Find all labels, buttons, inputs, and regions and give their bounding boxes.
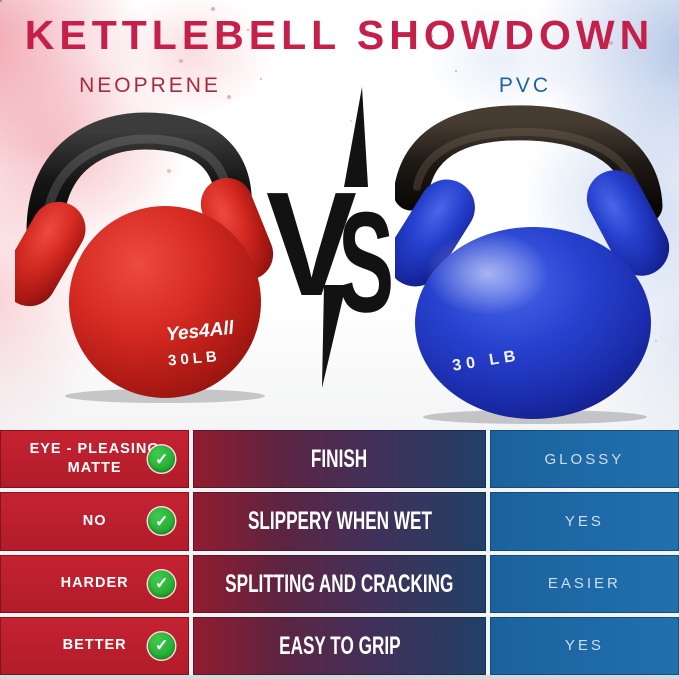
feature-label: FINISH [311, 444, 368, 473]
blue-right-sleeve [586, 170, 670, 276]
versus-letter-v: V [266, 162, 357, 327]
pvc-value: GLOSSY [544, 450, 625, 468]
pvc-value-cell: YES [489, 492, 679, 551]
feature-cell: SPLITTING AND CRACKING [193, 554, 486, 613]
pvc-value: YES [564, 512, 604, 530]
lightning-spikes [322, 87, 368, 388]
pvc-value-cell: GLOSSY [489, 430, 679, 489]
red-kettlebell-handle [26, 112, 252, 250]
feature-label: SPLITTING AND CRACKING [225, 569, 454, 598]
check-icon: ✓ [148, 445, 176, 473]
versus-letter-s: S [338, 181, 395, 342]
feature-label: EASY TO GRIP [278, 631, 401, 660]
neoprene-value: EYE - PLEASING MATTE [29, 441, 160, 477]
check-icon: ✓ [148, 507, 176, 535]
neoprene-kettlebell-image [15, 112, 274, 403]
neoprene-value: HARDER [60, 575, 129, 592]
check-icon: ✓ [148, 570, 176, 598]
neoprene-value-cell: HARDER ✓ [0, 554, 190, 613]
pvc-value: YES [564, 637, 604, 655]
gloss-highlight [425, 231, 549, 315]
pvc-kettlebell-image [395, 105, 670, 424]
neoprene-value-cell: BETTER ✓ [0, 616, 190, 675]
red-left-sleeve [15, 201, 86, 307]
blue-speckles [0, 0, 2, 2]
pvc-value-cell: YES [489, 616, 679, 675]
neoprene-value-cell: NO ✓ [0, 492, 190, 551]
pvc-value-cell: EASIER [489, 554, 679, 613]
neoprene-value: BETTER [62, 637, 127, 654]
comparison-table: EYE - PLEASING MATTE ✓ FINISH GLOSSY NO … [0, 430, 679, 675]
pvc-value: EASIER [547, 575, 621, 593]
pvc-label: PVC [498, 74, 552, 97]
blue-kettlebell-handle [395, 105, 663, 224]
red-kettlebell-ball [69, 206, 261, 398]
check-icon: ✓ [148, 632, 176, 660]
page-title: KETTLEBELL SHOWDOWN [24, 12, 655, 58]
blue-left-sleeve [395, 179, 475, 287]
neoprene-value-cell: EYE - PLEASING MATTE ✓ [0, 430, 190, 489]
neoprene-value: NO [82, 512, 107, 529]
feature-cell: FINISH [193, 430, 486, 489]
feature-cell: SLIPPERY WHEN WET [193, 492, 486, 551]
feature-cell: EASY TO GRIP [193, 616, 486, 675]
feature-label: SLIPPERY WHEN WET [247, 506, 432, 535]
red-right-sleeve [200, 177, 274, 281]
versus-graphic: V S [266, 87, 400, 390]
neoprene-label: NEOPRENE [79, 74, 221, 97]
